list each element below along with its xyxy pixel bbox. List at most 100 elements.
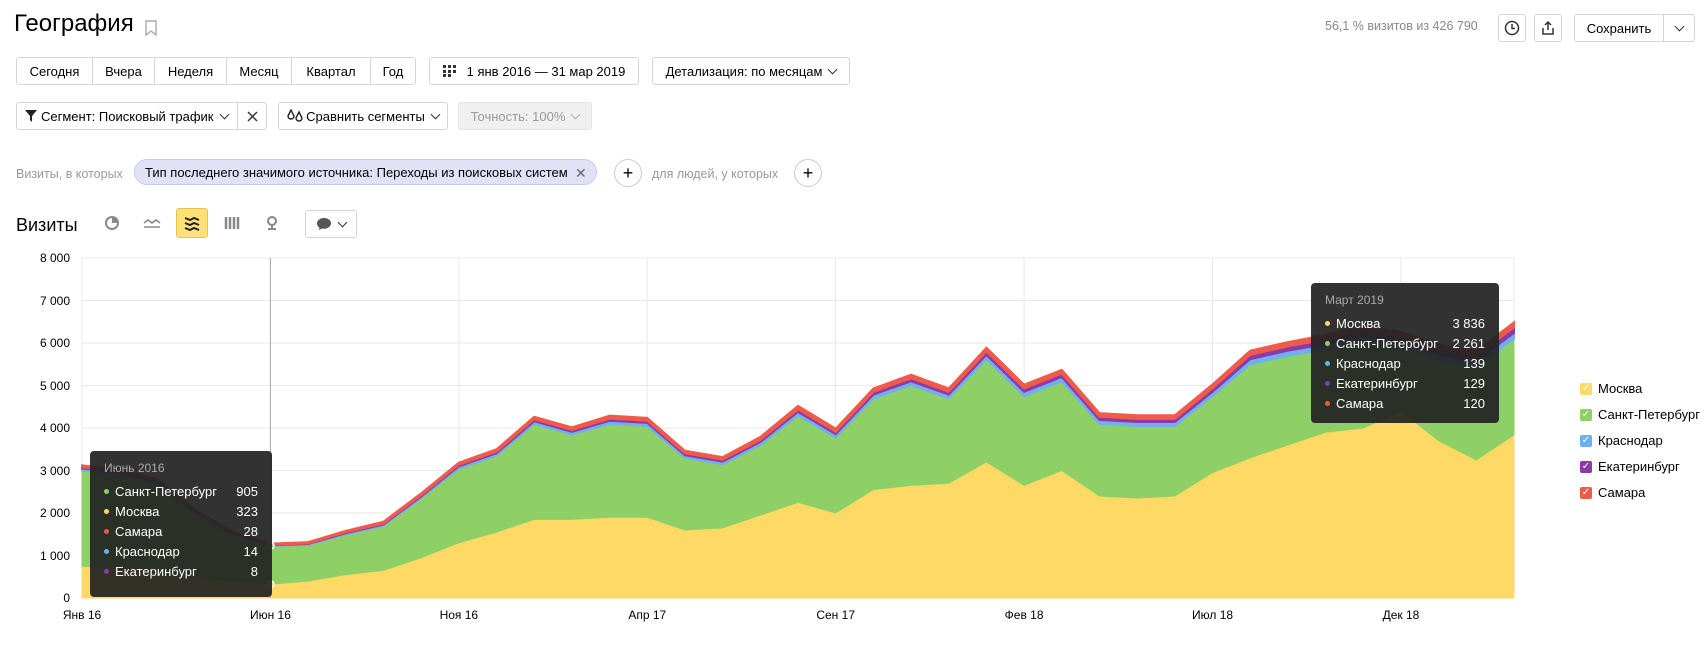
y-tick-label: 3 000 bbox=[39, 463, 70, 478]
period-week[interactable]: Неделя bbox=[154, 57, 226, 85]
y-tick-label: 7 000 bbox=[39, 293, 70, 308]
close-icon[interactable]: ✕ bbox=[575, 165, 587, 181]
tooltip-row: Екатеринбург 8 bbox=[104, 561, 258, 581]
area-chart-button[interactable] bbox=[176, 208, 208, 238]
period-month[interactable]: Месяц bbox=[226, 57, 291, 85]
period-label: Месяц bbox=[239, 63, 279, 79]
legend-item-samara[interactable]: ✓ Самара bbox=[1580, 485, 1645, 500]
compare-segments-dropdown[interactable]: Сравнить сегменты bbox=[278, 102, 448, 130]
series-dot bbox=[104, 488, 109, 494]
period-year[interactable]: Год bbox=[370, 57, 416, 85]
history-button[interactable] bbox=[1498, 14, 1526, 42]
date-range-button[interactable]: 1 янв 2016 — 31 мар 2019 bbox=[429, 57, 639, 85]
x-tick-label: Фев 18 bbox=[1004, 608, 1044, 622]
period-quarter[interactable]: Квартал bbox=[291, 57, 370, 85]
legend-label: Екатеринбург bbox=[1598, 459, 1680, 474]
filter-chip[interactable]: Тип последнего значимого источника: Пере… bbox=[134, 159, 597, 185]
legend-item-krasnodar[interactable]: ✓ Краснодар bbox=[1580, 433, 1663, 448]
comment-icon bbox=[317, 218, 331, 230]
accuracy-value: 100% bbox=[532, 108, 566, 124]
series-dot bbox=[104, 528, 109, 534]
y-tick-label: 5 000 bbox=[39, 378, 70, 393]
filter-prefix: Визиты, в которых bbox=[16, 167, 123, 181]
tooltip-june: Июнь 2016 Санкт-Петербург 905 Москва 323 С… bbox=[90, 451, 272, 597]
detail-dropdown[interactable]: Детализация: по месяцам bbox=[652, 57, 850, 85]
calendar-icon bbox=[442, 65, 456, 77]
tooltip-row: Екатеринбург 129 bbox=[1325, 373, 1485, 393]
x-tick-label: Апр 17 bbox=[628, 608, 667, 622]
period-label: Сегодня bbox=[29, 63, 80, 79]
share-icon bbox=[1542, 20, 1554, 35]
pie-chart-icon bbox=[105, 216, 119, 230]
visits-note: 56,1 % визитов из 426 790 bbox=[1325, 19, 1478, 33]
pie-chart-button[interactable] bbox=[96, 208, 128, 238]
segment-clear-button[interactable] bbox=[237, 102, 267, 130]
page-title: География bbox=[14, 10, 134, 37]
compare-icon bbox=[287, 109, 303, 122]
chevron-down-icon bbox=[827, 64, 838, 74]
legend-item-ekb[interactable]: ✓ Екатеринбург bbox=[1580, 459, 1680, 474]
map-button[interactable] bbox=[256, 208, 288, 238]
period-label: Неделя bbox=[167, 63, 214, 79]
plus-icon: + bbox=[802, 162, 814, 183]
accuracy-label: Точность: bbox=[470, 108, 529, 124]
series-dot bbox=[1325, 340, 1330, 346]
period-label: Год bbox=[382, 63, 404, 79]
period-label: Квартал bbox=[306, 63, 356, 79]
bar-chart-icon bbox=[224, 217, 240, 229]
legend-item-spb[interactable]: ✓ Санкт-Петербург bbox=[1580, 407, 1700, 422]
add-filter-button[interactable]: + bbox=[614, 159, 642, 187]
map-icon bbox=[267, 216, 277, 230]
segment-dropdown[interactable]: Сегмент: Поисковый трафик bbox=[16, 102, 238, 130]
compare-label: Сравнить сегменты bbox=[306, 108, 425, 124]
tooltip-row: Краснодар 139 bbox=[1325, 353, 1485, 373]
period-today[interactable]: Сегодня bbox=[16, 57, 92, 85]
tooltip-row: Санкт-Петербург 905 bbox=[104, 481, 258, 501]
series-dot bbox=[1325, 400, 1330, 406]
series-samara-area[interactable] bbox=[81, 320, 1515, 546]
bar-chart-button[interactable] bbox=[216, 208, 248, 238]
period-yesterday[interactable]: Вчера bbox=[92, 57, 154, 85]
tooltip-series-name: Санкт-Петербург bbox=[115, 483, 217, 499]
filter-icon bbox=[25, 110, 37, 122]
tooltip-series-name: Краснодар bbox=[1336, 355, 1401, 371]
tooltip-march: Март 2019 Москва 3 836 Санкт-Петербург 2 2… bbox=[1311, 283, 1499, 423]
tooltip-series-name: Екатеринбург bbox=[115, 563, 197, 579]
accuracy-dropdown[interactable]: Точность: 100% bbox=[458, 102, 592, 130]
tooltip-row: Краснодар 14 bbox=[104, 541, 258, 561]
legend-item-moscow[interactable]: ✓ Москва bbox=[1580, 381, 1642, 396]
line-chart-icon bbox=[143, 219, 161, 228]
add-people-filter-button[interactable]: + bbox=[794, 159, 822, 187]
export-button[interactable] bbox=[1534, 14, 1562, 42]
bookmark-icon[interactable] bbox=[145, 20, 157, 36]
annotations-dropdown[interactable] bbox=[305, 210, 357, 238]
tooltip-row: Самара 28 bbox=[104, 521, 258, 541]
line-chart-button[interactable] bbox=[136, 208, 168, 238]
x-tick-label: Июн 16 bbox=[249, 608, 291, 622]
plus-icon: + bbox=[622, 162, 634, 183]
tooltip-series-value: 129 bbox=[1463, 375, 1485, 391]
checkbox-icon: ✓ bbox=[1580, 408, 1592, 421]
detail-label: Детализация: bbox=[665, 63, 748, 79]
detail-value: по месяцам bbox=[751, 63, 823, 79]
tooltip-series-name: Краснодар bbox=[115, 543, 180, 559]
filter-chip-label: Тип последнего значимого источника: Пере… bbox=[145, 164, 568, 180]
tooltip-series-name: Москва bbox=[1336, 315, 1381, 331]
save-button[interactable]: Сохранить bbox=[1574, 14, 1664, 42]
checkbox-icon: ✓ bbox=[1580, 434, 1592, 447]
chevron-down-icon bbox=[1674, 21, 1684, 31]
x-tick-label: Янв 16 bbox=[62, 608, 102, 622]
tooltip-row: Москва 323 bbox=[104, 501, 258, 521]
legend-label: Самара bbox=[1598, 485, 1646, 500]
stacked-area-chart[interactable] bbox=[0, 250, 1560, 630]
y-tick-label: 4 000 bbox=[39, 421, 70, 435]
chart-area bbox=[0, 250, 1560, 630]
tooltip-series-value: 2 261 bbox=[1452, 335, 1485, 351]
save-options-button[interactable] bbox=[1663, 14, 1695, 42]
series-dot bbox=[1325, 380, 1330, 386]
chart-title: Визиты bbox=[16, 215, 78, 235]
series-dot bbox=[104, 548, 109, 554]
y-tick-label: 6 000 bbox=[39, 336, 70, 350]
tooltip-series-value: 3 836 bbox=[1452, 315, 1485, 331]
tooltip-row: Санкт-Петербург 2 261 bbox=[1325, 333, 1485, 353]
